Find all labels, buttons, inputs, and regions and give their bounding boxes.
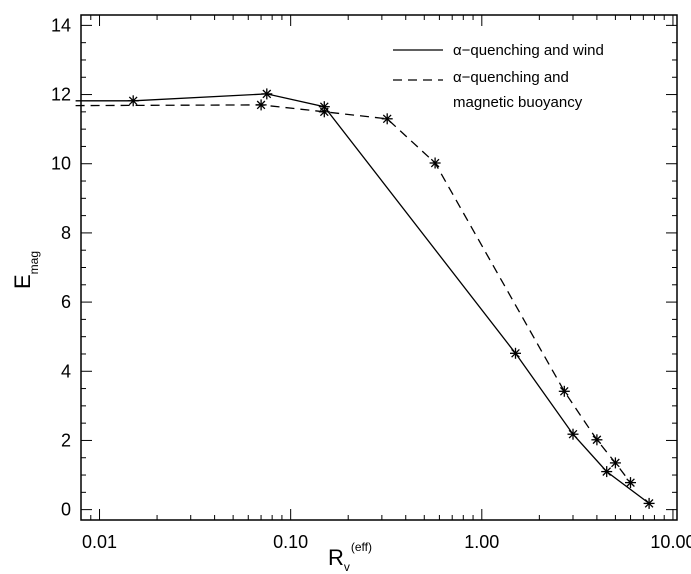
legend: α−quenching and wind α−quenching and mag… [393, 42, 604, 111]
x-tick-label: 10.00 [650, 532, 691, 552]
series-group [75, 88, 655, 509]
y-tick-label: 8 [61, 223, 71, 243]
y-tick-label: 12 [51, 85, 71, 105]
y-tick-label: 0 [61, 500, 71, 520]
axis-ticks [80, 15, 677, 520]
legend-dashed-label-line1: α−quenching and [453, 69, 569, 86]
data-point [381, 113, 393, 125]
asterisk-stroke [592, 435, 602, 445]
data-point [255, 99, 267, 111]
data-point [567, 428, 579, 440]
data-point [510, 347, 521, 359]
asterisk-stroke [319, 107, 329, 117]
x-tick-label: 0.10 [273, 532, 308, 552]
asterisk-stroke [611, 458, 620, 468]
asterisk-stroke [511, 348, 520, 358]
legend-dashed-label-line2: magnetic buoyancy [453, 94, 583, 111]
legend-solid-label: α−quenching and wind [453, 42, 604, 59]
data-point [643, 497, 655, 509]
asterisk-stroke [644, 499, 654, 508]
x-axis-label: Rv(eff) [328, 540, 372, 574]
asterisk-stroke [568, 429, 578, 439]
plot-frame [80, 14, 678, 521]
asterisk-stroke [262, 89, 272, 99]
asterisk-stroke [626, 478, 635, 487]
asterisk-stroke [382, 114, 392, 124]
tick-labels: 0 2 4 6 8 10 12 14 0.01 0.10 1.00 10.00 [51, 15, 691, 552]
asterisk-stroke [559, 386, 569, 396]
asterisk-stroke [430, 158, 440, 168]
data-point [609, 457, 621, 469]
data-point [318, 106, 330, 118]
y-tick-label: 14 [51, 15, 71, 35]
x-tick-label: 0.01 [82, 532, 117, 552]
y-axis-label: Emag [10, 251, 41, 289]
data-point [261, 88, 273, 100]
data-point [127, 95, 139, 107]
data-point [601, 466, 613, 478]
data-point [429, 157, 441, 169]
data-point [625, 477, 636, 489]
x-tick-label: 1.00 [464, 532, 499, 552]
data-point [591, 434, 603, 446]
asterisk-stroke [602, 467, 612, 476]
y-tick-label: 6 [61, 292, 71, 312]
y-tick-label: 2 [61, 430, 71, 450]
y-tick-label: 4 [61, 361, 71, 381]
series-line-1 [75, 104, 632, 483]
data-point [558, 385, 570, 397]
series-line-0 [75, 93, 650, 504]
y-tick-label: 10 [51, 154, 71, 174]
asterisk-stroke [128, 96, 138, 106]
asterisk-stroke [256, 100, 266, 110]
